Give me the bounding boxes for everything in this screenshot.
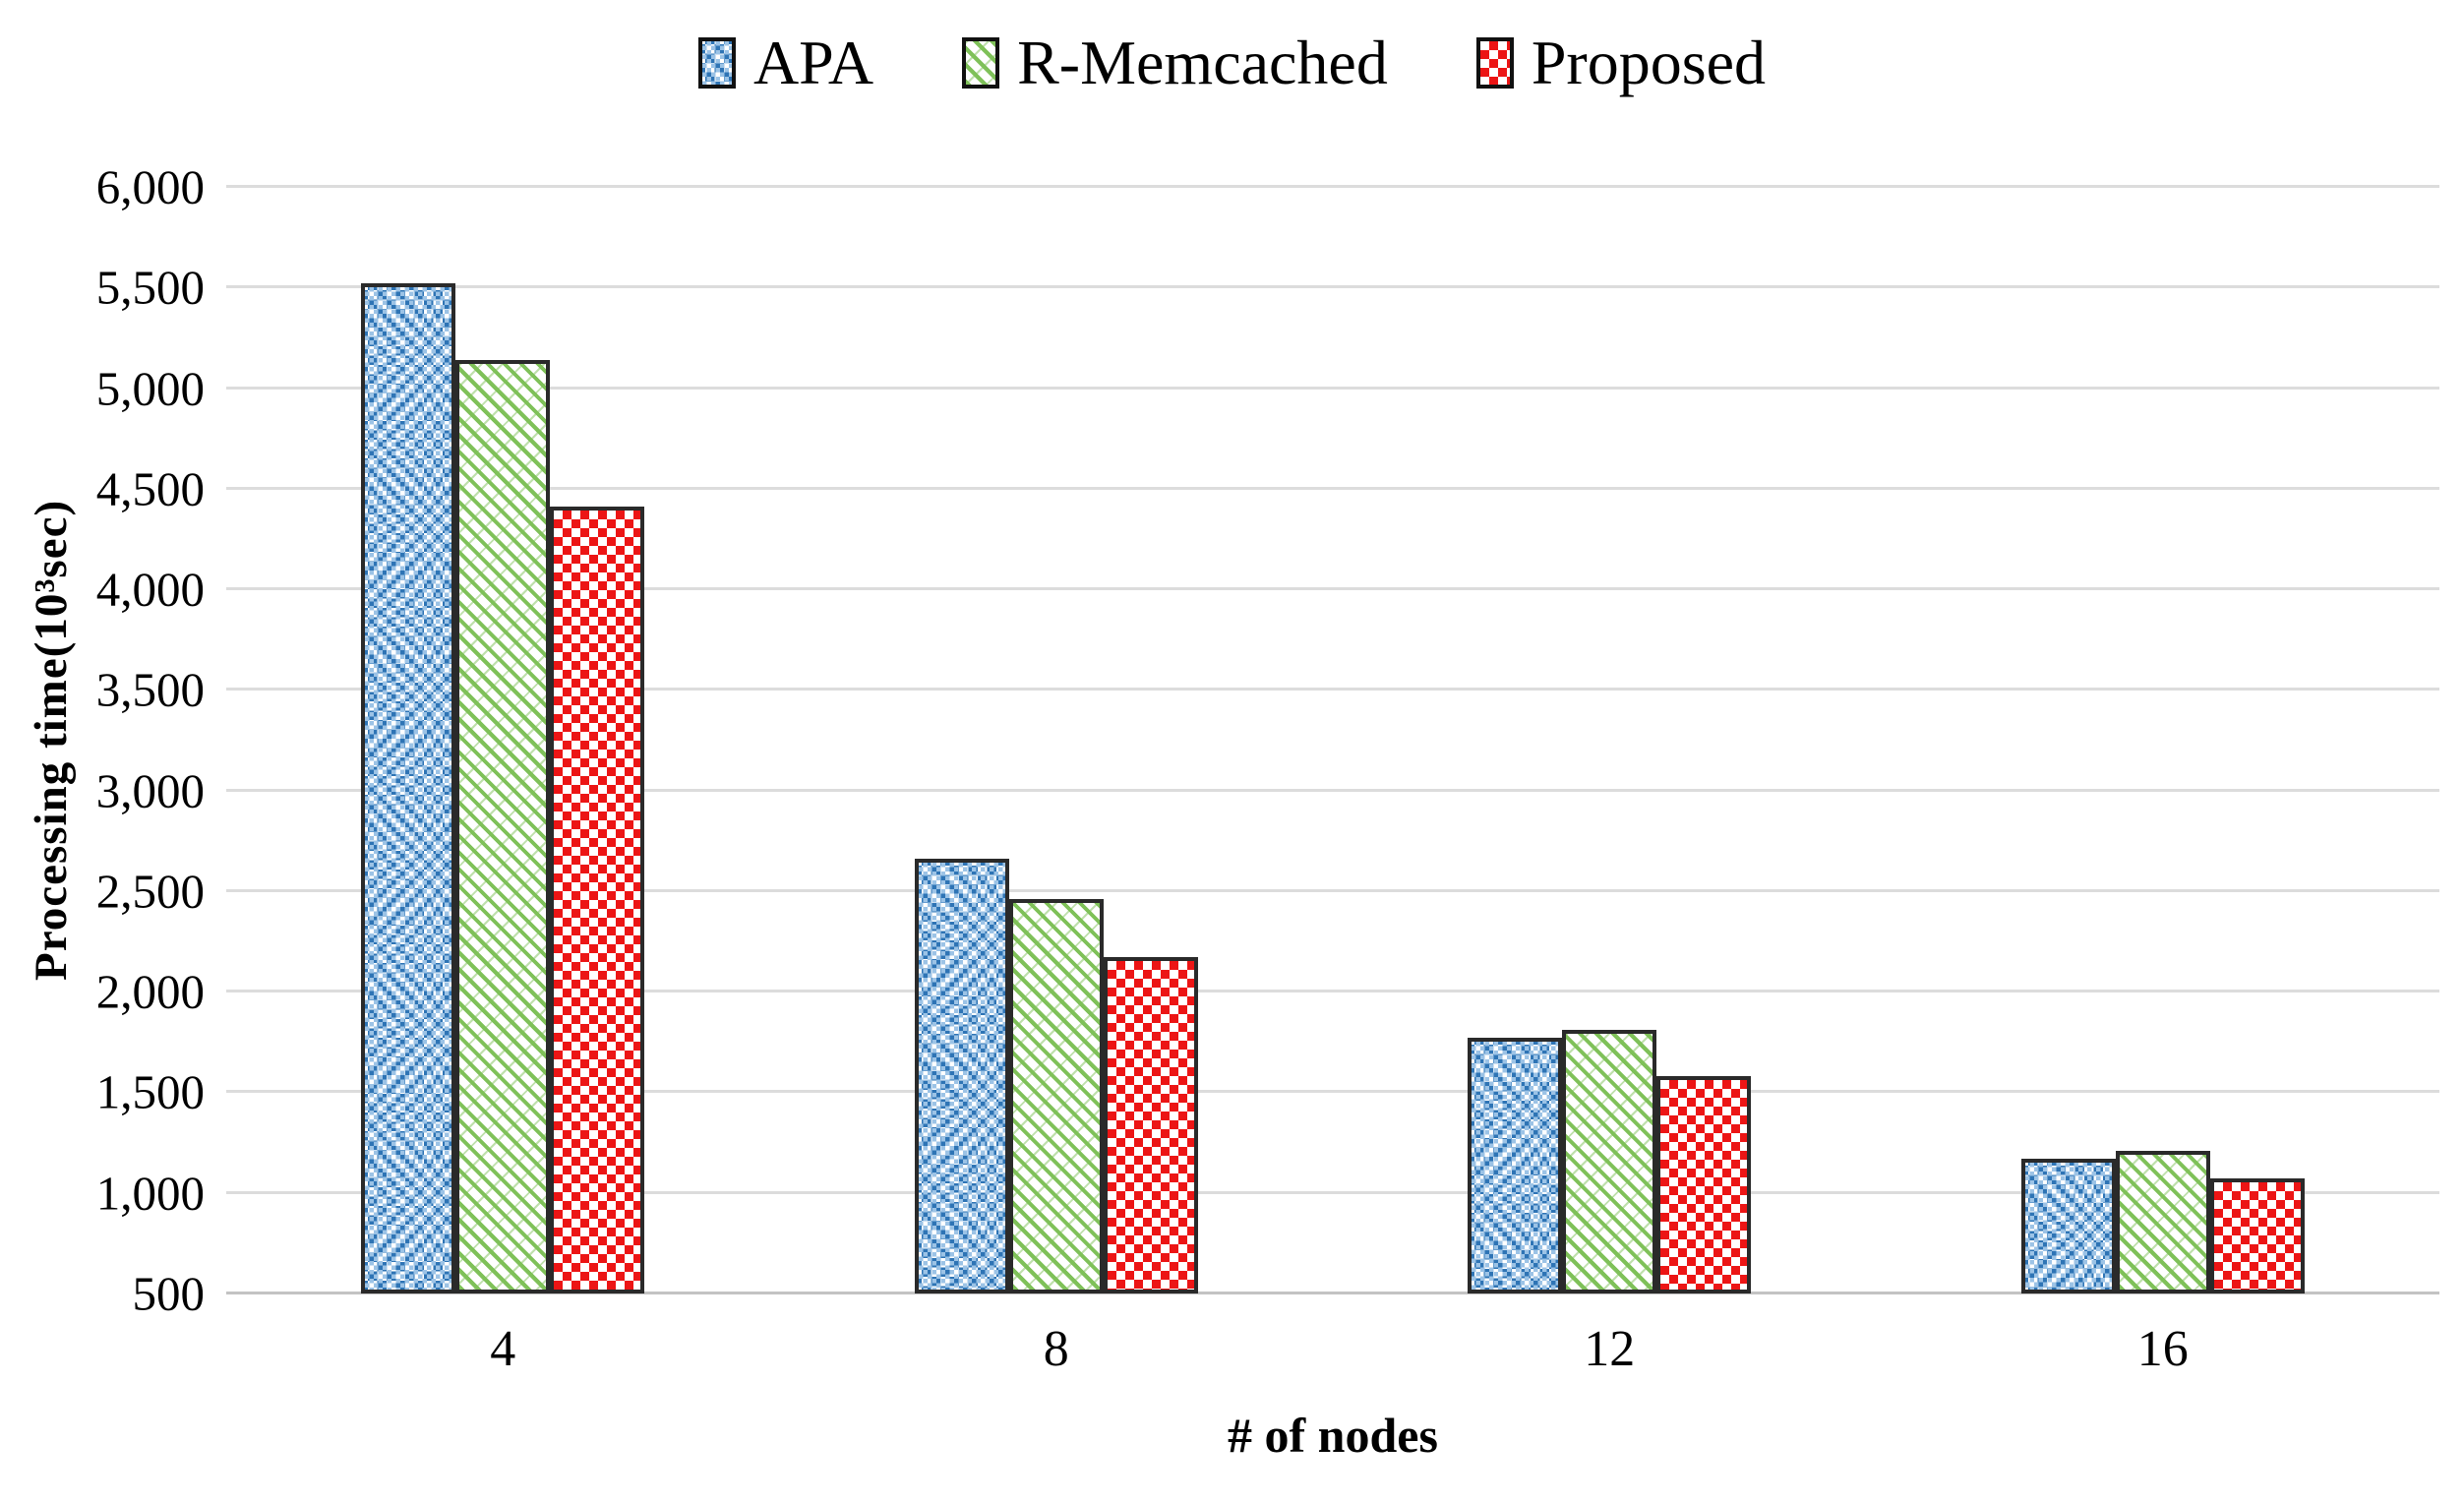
- y-tick-label-2000: 2,000: [95, 964, 205, 1019]
- legend-item-apa: APA: [697, 28, 874, 97]
- bar-apa-16-nodes: [2020, 1159, 2116, 1293]
- legend-label-apa: APA: [752, 28, 874, 97]
- gridline-2000: [226, 990, 2439, 993]
- gridline-3500: [226, 688, 2439, 691]
- y-tick-label-2500: 2,500: [95, 864, 205, 919]
- bar-group-4-nodes: [226, 187, 780, 1293]
- gridline-1500: [226, 1090, 2439, 1094]
- legend-swatch-proposed: [1475, 37, 1514, 89]
- y-tick-label-500: 500: [132, 1266, 206, 1321]
- gridline-4500: [226, 486, 2439, 490]
- y-tick-label-5000: 5,000: [95, 361, 205, 416]
- legend-item-r-memcached: R-Memcached: [962, 31, 1388, 94]
- legend-label-r-memcached: R-Memcached: [1017, 28, 1388, 97]
- bar-r-memcached-12-nodes: [1562, 1030, 1657, 1293]
- legend-label-proposed: Proposed: [1531, 28, 1767, 97]
- bar-group-12-nodes: [1333, 187, 1887, 1293]
- x-axis-tick-labels: 4 8 12 16: [226, 1320, 2439, 1383]
- bar-apa-4-nodes: [361, 283, 456, 1293]
- gridline-5000: [226, 386, 2439, 390]
- x-tick-label-4: 4: [490, 1321, 516, 1377]
- y-tick-label-1000: 1,000: [95, 1166, 205, 1221]
- gridline-5500: [226, 285, 2439, 289]
- bar-apa-12-nodes: [1468, 1038, 1563, 1293]
- x-axis-title: # of nodes: [1228, 1408, 1438, 1463]
- bar-r-memcached-4-nodes: [455, 360, 551, 1293]
- gridline-3000: [226, 788, 2439, 792]
- gridline-2500: [226, 888, 2439, 892]
- x-tick-label-12: 12: [1584, 1321, 1636, 1377]
- bar-proposed-8-nodes: [1103, 957, 1198, 1293]
- bar-proposed-12-nodes: [1656, 1076, 1752, 1293]
- chart-legend: APA R-Memcached Proposed: [0, 31, 2464, 94]
- bar-group-8-nodes: [780, 187, 1334, 1293]
- bar-r-memcached-8-nodes: [1008, 899, 1104, 1293]
- y-axis-tick-labels: 6,000 5,500 5,000 4,500 4,000 3,500 3,000 2,500…: [39, 163, 205, 1318]
- plot-area: [226, 185, 2440, 1294]
- legend-swatch-apa: [697, 37, 736, 89]
- bar-proposed-16-nodes: [2209, 1178, 2305, 1293]
- y-tick-label-3500: 3,500: [95, 662, 205, 717]
- y-tick-label-4000: 4,000: [95, 562, 205, 617]
- y-tick-label-6000: 6,000: [95, 159, 205, 214]
- y-tick-label-4500: 4,500: [95, 461, 205, 516]
- legend-swatch-r-memcached: [962, 37, 1000, 89]
- x-tick-label-16: 16: [2136, 1321, 2189, 1377]
- bar-proposed-4-nodes: [550, 507, 645, 1293]
- gridline-6000: [226, 185, 2439, 188]
- y-tick-label-1500: 1,500: [95, 1064, 205, 1119]
- legend-item-proposed: Proposed: [1475, 28, 1767, 97]
- y-tick-label-5500: 5,500: [95, 260, 205, 315]
- x-tick-label-8: 8: [1043, 1321, 1069, 1377]
- x-axis-line: [226, 1292, 2439, 1294]
- gridline-4000: [226, 587, 2439, 591]
- bar-apa-8-nodes: [914, 859, 1009, 1293]
- bar-r-memcached-16-nodes: [2115, 1151, 2210, 1293]
- y-tick-label-3000: 3,000: [95, 763, 205, 818]
- bar-group-16-nodes: [1887, 187, 2440, 1293]
- gridline-1000: [226, 1190, 2439, 1194]
